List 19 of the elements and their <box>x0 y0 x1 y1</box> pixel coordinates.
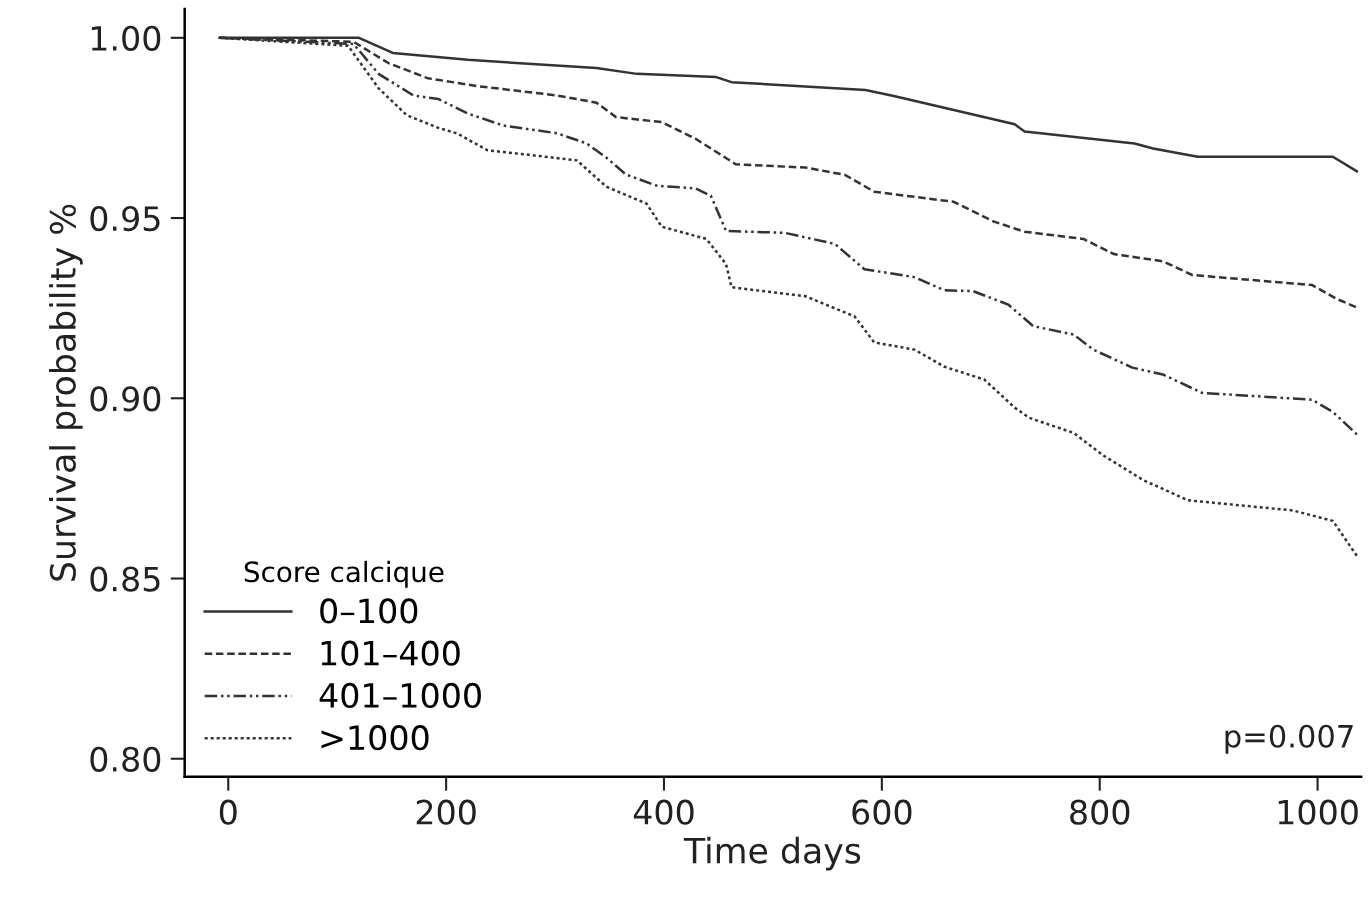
y-tick-label: 0.85 <box>90 566 160 592</box>
x-tick-label: 600 <box>852 799 912 825</box>
x-tick-label: 800 <box>1070 799 1130 825</box>
y-tick-label: 0.95 <box>90 205 160 232</box>
legend-title: Score calcique <box>244 560 444 588</box>
y-tick-label: 0.90 <box>90 386 161 412</box>
legend-label: >1000 <box>321 725 429 751</box>
legend-label: 101–400 <box>321 640 460 666</box>
x-axis-title: Time days <box>683 836 861 871</box>
x-tick-label: 400 <box>633 799 694 825</box>
y-tick-label: 1.00 <box>91 25 161 51</box>
legend-label: 0–100 <box>320 598 418 624</box>
legend-label: 401–1000 <box>319 682 481 709</box>
y-axis-title: Survival probability % <box>49 204 83 581</box>
x-tick-label: 0 <box>219 799 237 825</box>
x-tick-label: 1000 <box>1278 799 1358 825</box>
y-tick-label: 0.80 <box>90 746 161 772</box>
annotation: p=0.007 <box>1225 724 1353 754</box>
x-tick-label: 200 <box>416 799 476 825</box>
